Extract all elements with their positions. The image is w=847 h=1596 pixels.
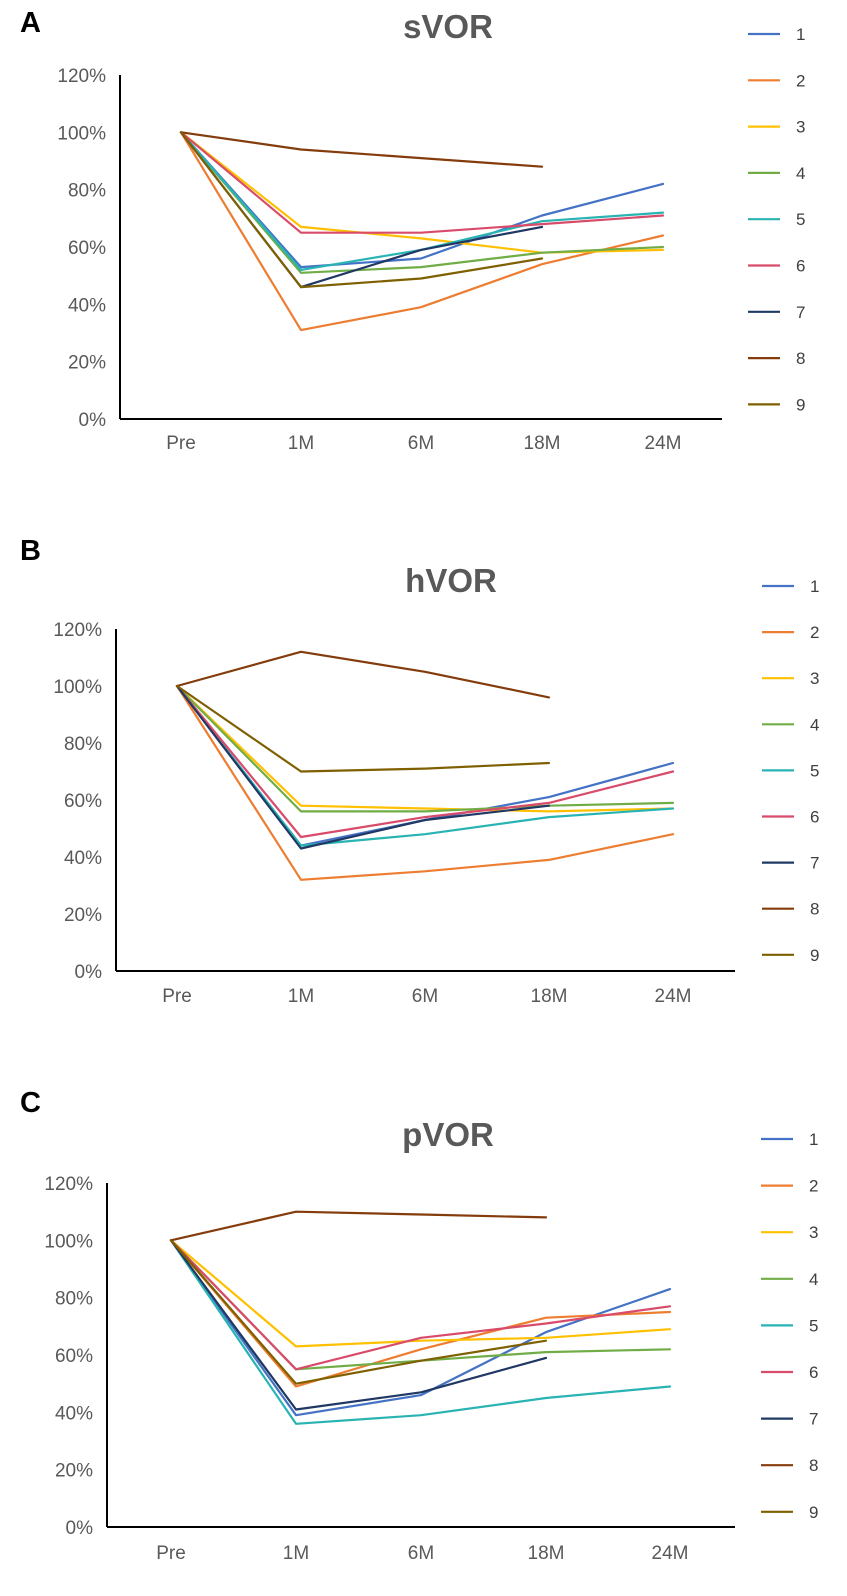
series-line-3 bbox=[169, 1239, 672, 1348]
chart-title: sVOR bbox=[403, 8, 493, 45]
legend-label: 6 bbox=[810, 808, 819, 827]
y-tick-label: 100% bbox=[57, 123, 106, 144]
series-line-2 bbox=[169, 1239, 672, 1388]
legend-label: 1 bbox=[796, 25, 805, 44]
legend-label: 5 bbox=[809, 1316, 818, 1335]
legend-label: 8 bbox=[810, 900, 819, 919]
series-line-2 bbox=[179, 131, 665, 332]
series-line-1 bbox=[179, 131, 665, 269]
y-tick-label: 120% bbox=[53, 620, 102, 641]
x-tick-label: 24M bbox=[645, 433, 682, 454]
series-line-6 bbox=[175, 684, 675, 839]
legend-label: 3 bbox=[810, 669, 819, 688]
legend-label: 7 bbox=[810, 854, 819, 873]
legend-label: 3 bbox=[796, 118, 805, 137]
series-line-2 bbox=[175, 684, 675, 881]
x-tick-label: 18M bbox=[528, 1543, 565, 1564]
x-tick-label: Pre bbox=[156, 1543, 186, 1564]
x-tick-label: Pre bbox=[166, 433, 196, 454]
series-line-8 bbox=[169, 1210, 548, 1242]
legend-label: 9 bbox=[810, 946, 819, 965]
legend-label: 2 bbox=[796, 71, 805, 90]
y-tick-label: 40% bbox=[55, 1403, 93, 1424]
series-line-9 bbox=[179, 131, 544, 289]
y-tick-label: 0% bbox=[75, 962, 103, 983]
series-line-7 bbox=[175, 684, 551, 850]
y-tick-label: 120% bbox=[44, 1174, 93, 1195]
x-tick-label: 24M bbox=[655, 986, 692, 1007]
y-tick-label: 100% bbox=[44, 1231, 93, 1252]
x-tick-label: 18M bbox=[531, 986, 568, 1007]
y-tick-label: 60% bbox=[64, 791, 102, 812]
legend-label: 8 bbox=[796, 349, 805, 368]
panel-letter: A bbox=[20, 7, 41, 39]
legend-label: 5 bbox=[796, 210, 805, 229]
y-tick-label: 40% bbox=[68, 295, 106, 316]
legend-label: 3 bbox=[809, 1223, 818, 1242]
x-tick-label: 18M bbox=[524, 433, 561, 454]
y-tick-label: 80% bbox=[64, 734, 102, 755]
legend-label: 5 bbox=[810, 761, 819, 780]
legend-label: 6 bbox=[796, 257, 805, 276]
series-line-4 bbox=[175, 684, 675, 813]
x-tick-label: 24M bbox=[652, 1543, 689, 1564]
x-tick-label: 1M bbox=[283, 1543, 309, 1564]
y-tick-label: 80% bbox=[55, 1289, 93, 1310]
y-tick-label: 20% bbox=[55, 1461, 93, 1482]
panel-letter: B bbox=[20, 535, 41, 567]
legend-label: 4 bbox=[796, 164, 805, 183]
y-tick-label: 100% bbox=[53, 677, 102, 698]
y-tick-label: 20% bbox=[68, 353, 106, 374]
series-line-7 bbox=[179, 131, 544, 289]
x-tick-label: 6M bbox=[408, 433, 434, 454]
series-line-6 bbox=[169, 1239, 672, 1371]
y-tick-label: 20% bbox=[64, 905, 102, 926]
legend-label: 1 bbox=[809, 1130, 818, 1149]
series-line-6 bbox=[179, 131, 665, 234]
legend-label: 6 bbox=[809, 1363, 818, 1382]
legend-label: 8 bbox=[809, 1456, 818, 1475]
legend-label: 7 bbox=[809, 1410, 818, 1429]
x-tick-label: 6M bbox=[412, 986, 438, 1007]
legend-label: 1 bbox=[810, 577, 819, 596]
y-tick-label: 40% bbox=[64, 848, 102, 869]
y-tick-label: 60% bbox=[68, 238, 106, 259]
chart-title: pVOR bbox=[402, 1116, 494, 1153]
legend-label: 4 bbox=[809, 1270, 818, 1289]
legend-label: 4 bbox=[810, 715, 819, 734]
x-tick-label: Pre bbox=[162, 986, 192, 1007]
x-tick-label: 1M bbox=[288, 986, 314, 1007]
legend-label: 2 bbox=[809, 1177, 818, 1196]
series-line-7 bbox=[169, 1239, 548, 1411]
series-line-8 bbox=[175, 650, 551, 699]
y-tick-label: 60% bbox=[55, 1346, 93, 1367]
series-line-3 bbox=[175, 684, 675, 813]
series-line-8 bbox=[179, 131, 544, 168]
legend-label: 9 bbox=[809, 1503, 818, 1522]
legend-label: 2 bbox=[810, 623, 819, 642]
series-line-1 bbox=[175, 684, 675, 847]
panel-letter: C bbox=[20, 1087, 41, 1119]
y-tick-label: 0% bbox=[79, 410, 107, 431]
x-tick-label: 1M bbox=[288, 433, 314, 454]
series-line-5 bbox=[169, 1239, 672, 1425]
x-tick-label: 6M bbox=[408, 1543, 434, 1564]
chart-title: hVOR bbox=[405, 562, 497, 599]
series-line-4 bbox=[179, 131, 665, 274]
y-tick-label: 120% bbox=[57, 66, 106, 87]
legend-label: 9 bbox=[796, 395, 805, 414]
series-line-9 bbox=[169, 1239, 548, 1385]
y-tick-label: 0% bbox=[66, 1518, 94, 1539]
series-line-9 bbox=[175, 684, 551, 773]
legend-label: 7 bbox=[796, 303, 805, 322]
y-tick-label: 80% bbox=[68, 181, 106, 202]
series-line-5 bbox=[175, 684, 675, 847]
